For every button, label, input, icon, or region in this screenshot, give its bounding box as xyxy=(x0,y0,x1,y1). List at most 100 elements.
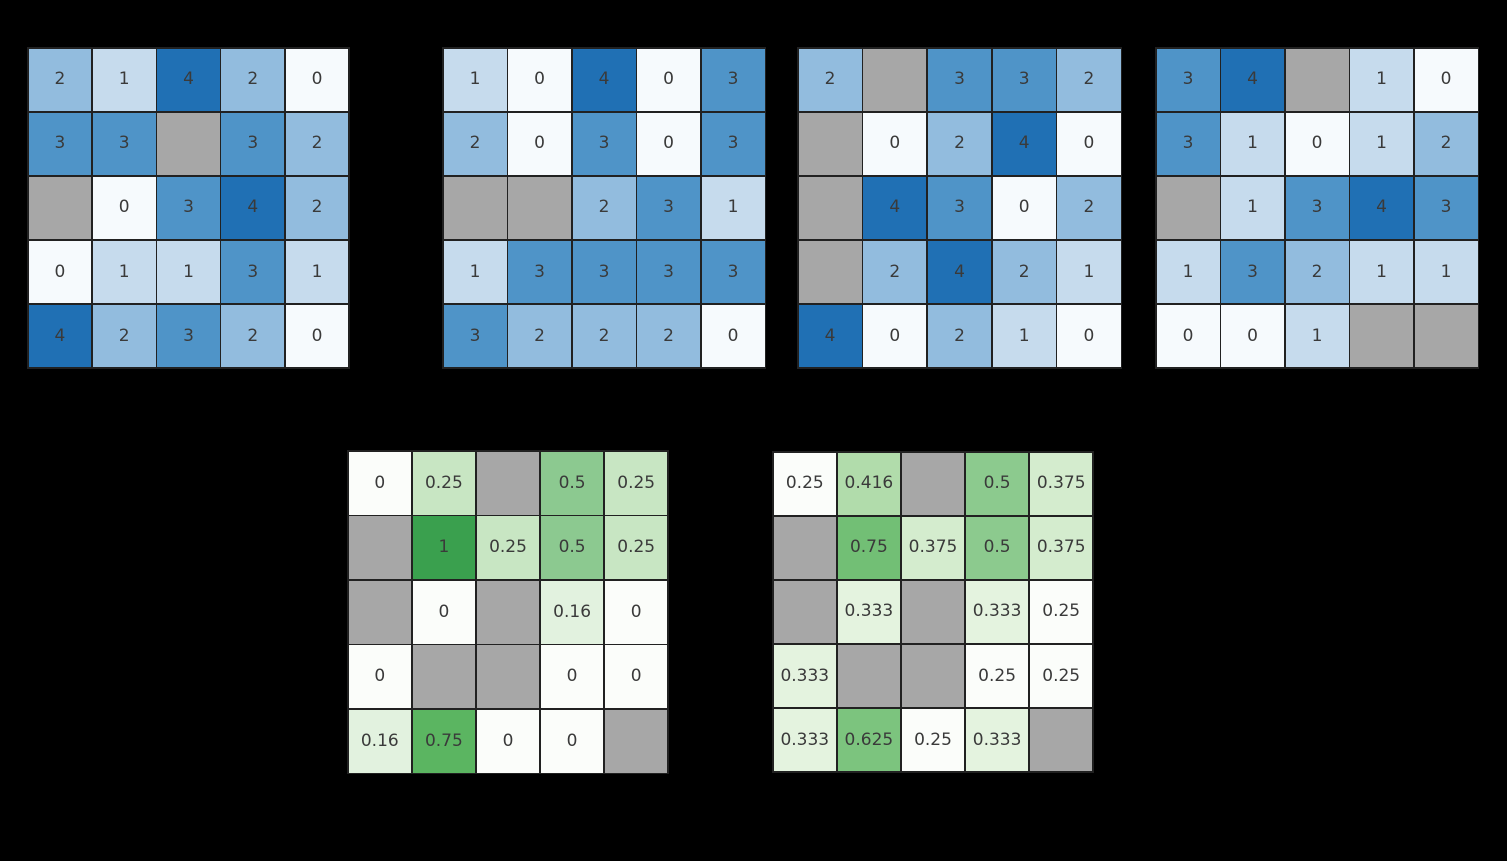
heatmap-cell: 1 xyxy=(1350,48,1413,112)
heatmap-cell: 1 xyxy=(443,240,507,304)
heatmap-cell: 1 xyxy=(443,48,507,112)
heatmap-cell: 0.625 xyxy=(837,708,901,772)
heatmap-cell: 0 xyxy=(508,48,571,112)
heatmap-cell: 0.333 xyxy=(837,580,901,644)
heatmap-cell: 3 xyxy=(701,240,765,304)
heatmap-cell-missing xyxy=(901,580,965,644)
heatmap-cell: 0.16 xyxy=(348,709,412,773)
heatmap-cell: 0 xyxy=(1221,304,1284,368)
heatmap-cell: 0.375 xyxy=(1029,452,1093,516)
heatmap-cell: 0 xyxy=(637,112,700,176)
heatmap-cell: 0 xyxy=(92,176,156,240)
heatmap-cell: 1 xyxy=(1350,112,1413,176)
heatmap-cell: 3 xyxy=(637,240,700,304)
heatmap-cell: 0 xyxy=(1057,304,1121,368)
heatmap-cell: 2 xyxy=(572,176,636,240)
heatmap-cell: 2 xyxy=(285,176,349,240)
heatmap-cell: 0.25 xyxy=(604,451,668,515)
heatmap-cell-missing xyxy=(157,112,220,176)
heatmap-cell: 2 xyxy=(863,240,927,304)
heatmap-cell: 2 xyxy=(992,240,1056,304)
heatmap-cell: 0.333 xyxy=(965,580,1029,644)
heatmap-cell-missing xyxy=(604,709,668,773)
heatmap-cell: 2 xyxy=(1057,176,1121,240)
heatmap-cell: 1 xyxy=(1350,240,1413,304)
heatmap-cell: 0.25 xyxy=(965,644,1029,708)
heatmap-cell: 2 xyxy=(28,48,92,112)
heatmap-cell: 3 xyxy=(1156,112,1220,176)
heatmap-cell-missing xyxy=(798,112,862,176)
heatmap-cell: 0 xyxy=(540,709,604,773)
heatmap-cell: 3 xyxy=(1285,176,1349,240)
heatmap-cell: 0 xyxy=(1156,304,1220,368)
heatmap-cell: 2 xyxy=(927,304,992,368)
heatmap-cell: 0 xyxy=(701,304,765,368)
heatmap-cell: 2 xyxy=(1057,48,1121,112)
heatmap-cell: 4 xyxy=(1350,176,1413,240)
heatmap-cell: 4 xyxy=(28,304,92,368)
heatmap-cell: 1 xyxy=(1156,240,1220,304)
heatmap-cell: 1 xyxy=(1221,112,1284,176)
heatmap-cell: 2 xyxy=(221,304,285,368)
heatmap-cell-missing xyxy=(348,516,412,579)
heatmap-cell: 3 xyxy=(221,240,285,304)
heatmap-cell-missing xyxy=(1414,304,1478,368)
heatmap-cell: 2 xyxy=(572,304,636,368)
heatmap-cell: 0.25 xyxy=(901,708,965,772)
heatmap-cell: 3 xyxy=(28,112,92,176)
heatmap-cell: 0.5 xyxy=(540,516,604,579)
heatmap-cell: 0 xyxy=(604,580,668,644)
heatmap-cell: 0 xyxy=(412,580,476,644)
heatmap-cell: 3 xyxy=(221,112,285,176)
heatmap-cell: 0 xyxy=(285,48,349,112)
heatmap-cell-missing xyxy=(476,451,540,515)
heatmap-cell-missing xyxy=(28,176,92,240)
heatmap-cell: 1 xyxy=(157,240,220,304)
heatmap-cell-missing xyxy=(476,645,540,708)
heatmap-cell-missing xyxy=(798,176,862,240)
heatmap-cell-missing xyxy=(476,580,540,644)
heatmap-cell: 0 xyxy=(348,451,412,515)
heatmap-cell-missing xyxy=(1350,304,1413,368)
heatmap-cell: 3 xyxy=(443,304,507,368)
heatmap-cell: 0 xyxy=(285,304,349,368)
heatmap-cell: 0.25 xyxy=(604,516,668,579)
heatmap-cell: 1 xyxy=(701,176,765,240)
heatmap-cell: 3 xyxy=(92,112,156,176)
heatmap-cell: 3 xyxy=(701,48,765,112)
heatmap-cell: 0.25 xyxy=(773,452,837,516)
heatmap-cell: 2 xyxy=(508,304,571,368)
heatmap-cell: 0.333 xyxy=(773,708,837,772)
heatmap-cell: 0.375 xyxy=(1029,516,1093,580)
heatmap-cell: 0.375 xyxy=(901,516,965,580)
heatmap-cell: 3 xyxy=(157,176,220,240)
heatmap-cell: 2 xyxy=(221,48,285,112)
heatmap-cell: 0 xyxy=(476,709,540,773)
heatmap-cell: 3 xyxy=(1156,48,1220,112)
heatmap-cell-missing xyxy=(1156,176,1220,240)
heatmap-cell: 4 xyxy=(572,48,636,112)
heatmap-cell: 2 xyxy=(1414,112,1478,176)
heatmap-cell-missing xyxy=(348,580,412,644)
heatmap-cell-missing xyxy=(901,644,965,708)
heatmap-cell-missing xyxy=(1029,708,1093,772)
heatmap-cell-missing xyxy=(412,645,476,708)
heatmap-cell: 0 xyxy=(508,112,571,176)
heatmap-cell: 0 xyxy=(348,645,412,708)
heatmap-cell-missing xyxy=(773,516,837,580)
heatmap-cell: 4 xyxy=(221,176,285,240)
heatmap-cell: 3 xyxy=(1221,240,1284,304)
heatmap-cell-missing xyxy=(837,644,901,708)
heatmap-cell: 0 xyxy=(863,112,927,176)
heatmap-cell: 0.333 xyxy=(965,708,1029,772)
heatmap-cell: 1 xyxy=(1285,304,1349,368)
heatmap-cell: 4 xyxy=(1221,48,1284,112)
heatmap-cell-missing xyxy=(863,48,927,112)
heatmap-cell: 4 xyxy=(798,304,862,368)
heatmap-cell: 4 xyxy=(992,112,1056,176)
heatmap-cell: 1 xyxy=(92,48,156,112)
heatmap-cell: 0.25 xyxy=(1029,580,1093,644)
